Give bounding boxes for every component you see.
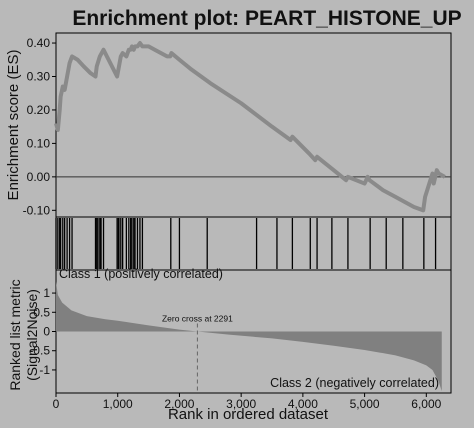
es-tick-label: 0.00 — [27, 170, 51, 184]
x-tick-label: 0 — [53, 397, 60, 411]
hits-panel-frame — [55, 216, 452, 271]
metric-tick-label: -0.5 — [29, 344, 50, 358]
hits-panel — [55, 216, 452, 271]
x-tick-label: 6,000 — [411, 397, 441, 411]
metric-tick-label: 1 — [43, 286, 50, 300]
metric-panel: 1 0.5 0 -0.5 -1 Zero cross at 2291 Class 1 (po… — [29, 267, 452, 394]
x-axis: 0 1,000 2,000 3,000 4,000 5,000 6,000 — [53, 393, 442, 411]
chart-title: Enrichment plot: PEART_HISTONE_UP — [72, 7, 461, 30]
metric-axis-label-line2: (Signal2Noise) — [24, 289, 40, 381]
metric-tick-label: 0 — [43, 325, 50, 339]
es-panel-frame — [55, 32, 452, 218]
es-tick-label: 0.40 — [27, 36, 51, 50]
x-tick-label: 3,000 — [226, 397, 256, 411]
es-tick-label: 0.30 — [27, 69, 51, 83]
metric-tick-label: 0.5 — [33, 305, 50, 319]
x-tick-label: 2,000 — [164, 397, 194, 411]
es-tick-label: -0.10 — [23, 203, 51, 217]
zero-cross-label: Zero cross at 2291 — [162, 314, 233, 324]
es-curve-line — [54, 41, 446, 213]
metric-area — [56, 281, 442, 392]
x-tick-label: 5,000 — [350, 397, 380, 411]
metric-axis-label-line1: Ranked list metric — [7, 279, 23, 390]
x-tick-label: 1,000 — [103, 397, 133, 411]
es-panel: 0.40 0.30 0.20 0.10 0.00 -0.10 — [23, 32, 452, 218]
class2-label: Class 2 (negatively correlated) — [270, 376, 439, 390]
class1-label: Class 1 (positively correlated) — [59, 267, 223, 281]
x-tick-label: 4,000 — [288, 397, 318, 411]
es-tick-label: 0.10 — [27, 136, 51, 150]
es-tick-label: 0.20 — [27, 103, 51, 117]
es-axis-label: Enrichment score (ES) — [5, 50, 22, 201]
x-axis-label: Rank in ordered dataset — [168, 406, 329, 423]
metric-tick-label: -1 — [39, 363, 50, 377]
